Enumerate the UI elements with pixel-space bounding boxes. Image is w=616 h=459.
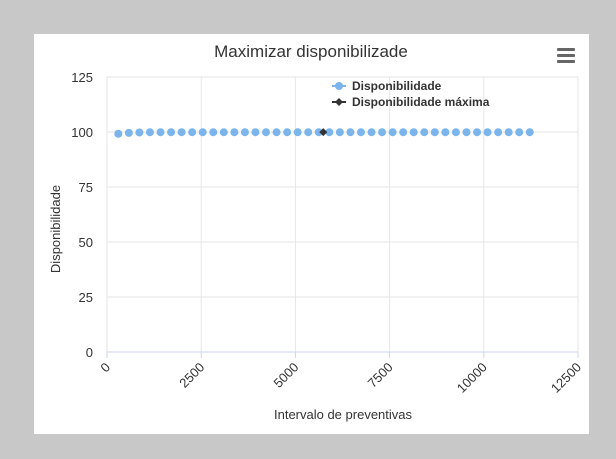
- max-data-point[interactable]: [319, 128, 328, 137]
- grid-layer: [106, 76, 579, 353]
- data-point[interactable]: [420, 128, 429, 137]
- data-point[interactable]: [515, 128, 524, 137]
- y-tick-label: 50: [79, 235, 93, 250]
- data-point[interactable]: [167, 128, 176, 137]
- x-axis-title: Intervalo de preventivas: [274, 407, 413, 422]
- data-point[interactable]: [525, 128, 534, 137]
- legend[interactable]: Disponibilidade Disponibilidade máxima: [332, 79, 490, 109]
- data-point[interactable]: [388, 128, 397, 137]
- x-tick-label: 5000: [270, 360, 301, 391]
- chart-svg: Maximizar disponibilizade 02550751001250…: [48, 42, 584, 422]
- data-point[interactable]: [135, 128, 144, 137]
- legend-diamond-icon: [335, 98, 343, 106]
- data-point[interactable]: [209, 128, 218, 137]
- data-point[interactable]: [219, 128, 228, 137]
- axis-layer: 0 25 50 75 100 125 0 2500 5000 7500 10000 12500: [71, 70, 584, 396]
- y-tick-label: 100: [71, 125, 93, 140]
- x-tick-label: 0: [97, 360, 113, 376]
- data-point[interactable]: [145, 128, 154, 137]
- data-point[interactable]: [156, 128, 165, 137]
- hamburger-menu-icon[interactable]: [556, 46, 576, 64]
- data-point[interactable]: [494, 128, 503, 137]
- data-point[interactable]: [325, 128, 334, 137]
- data-point[interactable]: [188, 128, 197, 137]
- data-point[interactable]: [451, 128, 460, 137]
- x-tick-label: 12500: [548, 360, 584, 396]
- data-point[interactable]: [409, 128, 418, 137]
- data-point[interactable]: [335, 128, 344, 137]
- x-tick-label: 2500: [176, 360, 207, 391]
- data-point[interactable]: [441, 128, 450, 137]
- data-point[interactable]: [304, 128, 313, 137]
- data-point[interactable]: [314, 128, 323, 137]
- chart-panel: Maximizar disponibilizade 0 25 50 75 100 125 0…: [34, 34, 589, 434]
- data-point[interactable]: [283, 128, 292, 137]
- data-point[interactable]: [356, 128, 365, 137]
- y-tick-label: 125: [71, 70, 93, 85]
- legend-item-disponibilidade[interactable]: Disponibilidade: [332, 79, 442, 93]
- data-point[interactable]: [251, 128, 260, 137]
- data-point[interactable]: [483, 128, 492, 137]
- data-point[interactable]: [272, 128, 281, 137]
- data-point[interactable]: [262, 128, 271, 137]
- y-tick-label: 75: [79, 180, 93, 195]
- data-point[interactable]: [473, 128, 482, 137]
- data-point[interactable]: [378, 128, 387, 137]
- legend-label: Disponibilidade máxima: [352, 95, 490, 109]
- legend-label: Disponibilidade: [352, 79, 442, 93]
- data-point[interactable]: [240, 128, 249, 137]
- data-point[interactable]: [504, 128, 513, 137]
- data-point[interactable]: [198, 128, 207, 137]
- data-point[interactable]: [293, 128, 302, 137]
- x-tick-label: 7500: [365, 360, 396, 391]
- data-point[interactable]: [367, 128, 376, 137]
- legend-item-disponibilidade-maxima[interactable]: Disponibilidade máxima: [332, 95, 490, 109]
- series-layer: [114, 128, 534, 138]
- data-point[interactable]: [177, 128, 186, 137]
- data-point[interactable]: [346, 128, 355, 137]
- data-point[interactable]: [230, 128, 239, 137]
- data-point[interactable]: [430, 128, 439, 137]
- legend-circle-icon: [335, 82, 343, 90]
- y-tick-label: 0: [86, 345, 93, 360]
- y-tick-label: 25: [79, 290, 93, 305]
- data-point[interactable]: [462, 128, 471, 137]
- data-point[interactable]: [114, 129, 123, 138]
- chart-title: Maximizar disponibilizade: [214, 42, 408, 61]
- x-tick-label: 10000: [454, 360, 490, 396]
- data-point[interactable]: [124, 128, 133, 137]
- data-point[interactable]: [399, 128, 408, 137]
- y-axis-title: Disponibilidade: [48, 185, 63, 273]
